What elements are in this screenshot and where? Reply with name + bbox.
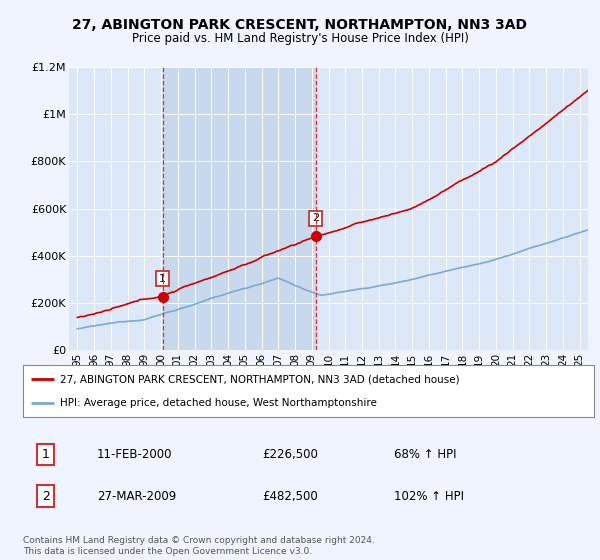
Text: 27, ABINGTON PARK CRESCENT, NORTHAMPTON, NN3 3AD: 27, ABINGTON PARK CRESCENT, NORTHAMPTON,…: [73, 18, 527, 32]
Text: £226,500: £226,500: [263, 448, 319, 461]
Text: 1: 1: [42, 448, 50, 461]
Text: 2: 2: [312, 213, 319, 223]
Text: HPI: Average price, detached house, West Northamptonshire: HPI: Average price, detached house, West…: [60, 398, 377, 408]
Bar: [163, 67, 316, 350]
Text: 27, ABINGTON PARK CRESCENT, NORTHAMPTON, NN3 3AD (detached house): 27, ABINGTON PARK CRESCENT, NORTHAMPTON,…: [60, 374, 460, 384]
Text: Price paid vs. HM Land Registry's House Price Index (HPI): Price paid vs. HM Land Registry's House …: [131, 32, 469, 45]
Text: 27-MAR-2009: 27-MAR-2009: [97, 489, 176, 503]
Text: £482,500: £482,500: [263, 489, 319, 503]
Text: 2: 2: [42, 489, 50, 503]
Text: 68% ↑ HPI: 68% ↑ HPI: [394, 448, 457, 461]
Text: 11-FEB-2000: 11-FEB-2000: [97, 448, 173, 461]
Text: 1: 1: [159, 274, 166, 284]
Text: 102% ↑ HPI: 102% ↑ HPI: [394, 489, 464, 503]
Text: Contains HM Land Registry data © Crown copyright and database right 2024.
This d: Contains HM Land Registry data © Crown c…: [23, 536, 374, 556]
